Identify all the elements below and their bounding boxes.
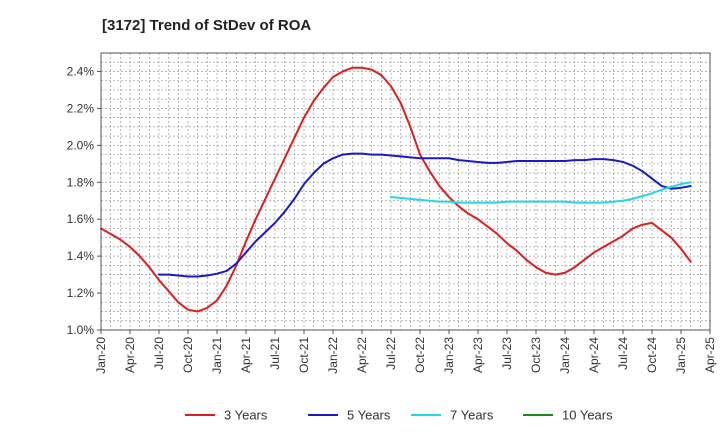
legend-label: 5 Years	[347, 408, 391, 423]
legend-item-10-years: 10 Years	[523, 408, 613, 423]
x-tick-label: Jul-22	[384, 337, 398, 370]
legend-label: 3 Years	[224, 408, 268, 423]
x-tick-label: Jul-21	[268, 337, 282, 370]
x-tick-label: Jan-24	[558, 337, 572, 374]
legend-item-3-years: 3 Years	[185, 408, 268, 423]
x-tick-label: Apr-25	[703, 337, 717, 373]
y-tick-label: 1.2%	[67, 286, 95, 300]
y-tick-label: 1.6%	[67, 212, 95, 226]
x-tick-label: Apr-23	[471, 337, 485, 373]
y-tick-label: 1.4%	[67, 249, 95, 263]
x-tick-label: Oct-23	[529, 337, 543, 373]
series-line-7-years	[390, 181, 692, 204]
legend-item-7-years: 7 Years	[411, 408, 494, 423]
x-tick-label: Oct-22	[413, 337, 427, 373]
x-tick-label: Oct-20	[181, 337, 195, 373]
legend: 3 Years 5 Years 7 Years 10 Years	[185, 408, 613, 423]
legend-label: 10 Years	[562, 408, 613, 423]
y-tick-label: 2.4%	[67, 64, 95, 78]
plot-frame	[100, 52, 711, 331]
y-tick-label: 1.8%	[67, 175, 95, 189]
x-tick-label: Apr-20	[123, 337, 137, 373]
y-tick-label: 2.0%	[67, 138, 95, 152]
legend-label: 7 Years	[450, 408, 494, 423]
x-tick-label: Jan-22	[326, 337, 340, 374]
chart-title: [3172] Trend of StDev of ROA	[102, 17, 311, 34]
x-tick-label: Apr-21	[239, 337, 253, 373]
x-tick-label: Apr-22	[355, 337, 369, 373]
y-tick-label: 1.0%	[67, 323, 95, 337]
x-tick-label: Jul-23	[500, 337, 514, 370]
y-tick-label: 2.2%	[67, 101, 95, 115]
x-tick-label: Jan-21	[210, 337, 224, 374]
legend-item-5-years: 5 Years	[308, 408, 391, 423]
grid	[101, 53, 710, 330]
x-tick-label: Jan-20	[94, 337, 108, 374]
x-tick-label: Jul-24	[616, 337, 630, 370]
series-line-5-years	[158, 152, 692, 278]
x-tick-label: Apr-24	[587, 337, 601, 373]
plot-lines	[100, 66, 692, 313]
x-tick-label: Oct-24	[645, 337, 659, 373]
y-axis: 1.0% 1.2% 1.4% 1.6% 1.8% 2.0% 2.2% 2.4%	[67, 64, 101, 337]
x-tick-label: Oct-21	[297, 337, 311, 373]
x-tick-label: Jan-25	[674, 337, 688, 374]
series-line-3-years	[100, 66, 692, 313]
x-tick-label: Jan-23	[442, 337, 456, 374]
x-axis: Jan-20 Apr-20 Jul-20 Oct-20 Jan-21 Apr-21 Jul-…	[94, 330, 717, 374]
x-tick-label: Jul-20	[152, 337, 166, 370]
